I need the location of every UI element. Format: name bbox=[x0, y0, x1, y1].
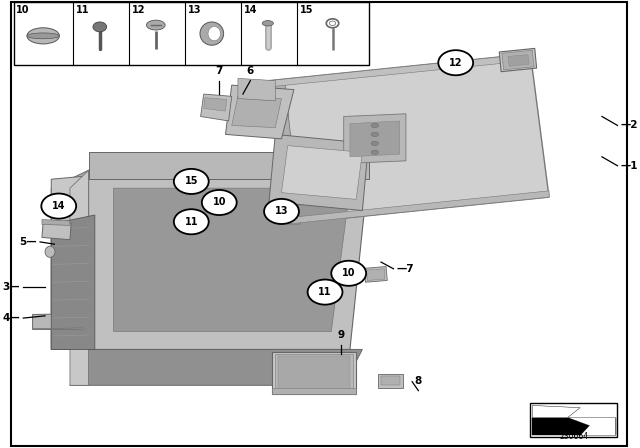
Polygon shape bbox=[532, 405, 580, 418]
Polygon shape bbox=[238, 78, 275, 101]
Ellipse shape bbox=[93, 22, 107, 32]
Polygon shape bbox=[381, 376, 400, 385]
Text: 230664: 230664 bbox=[559, 432, 589, 441]
Polygon shape bbox=[367, 269, 385, 280]
Text: 13: 13 bbox=[275, 207, 288, 216]
Polygon shape bbox=[269, 54, 531, 87]
Ellipse shape bbox=[147, 20, 165, 30]
Text: —1: —1 bbox=[621, 161, 638, 171]
Polygon shape bbox=[272, 388, 356, 394]
Polygon shape bbox=[344, 114, 406, 164]
Circle shape bbox=[202, 190, 237, 215]
Polygon shape bbox=[282, 146, 362, 199]
Polygon shape bbox=[278, 356, 350, 390]
Text: 11: 11 bbox=[318, 287, 332, 297]
Polygon shape bbox=[113, 188, 350, 332]
Circle shape bbox=[174, 209, 209, 234]
Polygon shape bbox=[502, 50, 534, 70]
Text: 12: 12 bbox=[449, 58, 463, 68]
Text: 12: 12 bbox=[132, 5, 145, 15]
Polygon shape bbox=[42, 220, 70, 225]
Polygon shape bbox=[269, 134, 369, 211]
Text: 10: 10 bbox=[342, 268, 355, 278]
Ellipse shape bbox=[371, 150, 378, 155]
Ellipse shape bbox=[45, 246, 55, 257]
Polygon shape bbox=[532, 418, 616, 435]
Text: 14: 14 bbox=[52, 201, 65, 211]
Text: 15: 15 bbox=[300, 5, 313, 15]
Text: 11: 11 bbox=[184, 217, 198, 227]
Ellipse shape bbox=[200, 22, 223, 45]
Polygon shape bbox=[568, 418, 616, 435]
Text: 7: 7 bbox=[216, 66, 223, 76]
Bar bbox=[14, 2, 369, 65]
Text: 6: 6 bbox=[247, 66, 254, 76]
Polygon shape bbox=[275, 354, 353, 392]
Circle shape bbox=[42, 194, 76, 219]
Polygon shape bbox=[378, 374, 403, 388]
Text: 15: 15 bbox=[184, 177, 198, 186]
Polygon shape bbox=[364, 267, 387, 282]
Ellipse shape bbox=[27, 28, 60, 44]
Text: 10: 10 bbox=[212, 198, 226, 207]
Ellipse shape bbox=[27, 33, 60, 39]
Text: 9: 9 bbox=[337, 331, 344, 340]
Ellipse shape bbox=[326, 19, 339, 28]
Polygon shape bbox=[508, 55, 529, 66]
Text: 11: 11 bbox=[76, 5, 89, 15]
Polygon shape bbox=[88, 152, 369, 179]
Text: 3—: 3— bbox=[3, 282, 20, 292]
Circle shape bbox=[332, 261, 366, 286]
Polygon shape bbox=[288, 191, 549, 224]
Polygon shape bbox=[204, 98, 227, 111]
Polygon shape bbox=[51, 215, 95, 349]
Polygon shape bbox=[499, 48, 536, 72]
Text: 8: 8 bbox=[415, 376, 422, 386]
Circle shape bbox=[438, 50, 473, 75]
Polygon shape bbox=[232, 96, 282, 128]
Text: 10: 10 bbox=[17, 5, 30, 15]
Polygon shape bbox=[51, 170, 88, 349]
Polygon shape bbox=[70, 170, 88, 385]
Polygon shape bbox=[51, 170, 151, 349]
Ellipse shape bbox=[371, 141, 378, 146]
Polygon shape bbox=[48, 249, 71, 254]
Text: 14: 14 bbox=[244, 5, 257, 15]
Circle shape bbox=[308, 280, 342, 305]
Polygon shape bbox=[33, 328, 83, 329]
Ellipse shape bbox=[371, 123, 378, 128]
Ellipse shape bbox=[262, 21, 273, 26]
Polygon shape bbox=[200, 94, 232, 121]
Polygon shape bbox=[350, 121, 400, 157]
Bar bbox=[531, 403, 618, 437]
Text: 4—: 4— bbox=[3, 313, 20, 323]
Polygon shape bbox=[272, 352, 356, 394]
Polygon shape bbox=[225, 85, 294, 139]
Text: 5—: 5— bbox=[19, 237, 37, 247]
Text: 13: 13 bbox=[188, 5, 201, 15]
Circle shape bbox=[174, 169, 209, 194]
Text: —2: —2 bbox=[621, 121, 638, 130]
Polygon shape bbox=[269, 81, 300, 224]
Polygon shape bbox=[70, 349, 362, 385]
Ellipse shape bbox=[208, 26, 221, 41]
Ellipse shape bbox=[371, 132, 378, 137]
Polygon shape bbox=[269, 54, 549, 224]
Polygon shape bbox=[42, 222, 71, 240]
Ellipse shape bbox=[330, 21, 335, 26]
Polygon shape bbox=[33, 314, 83, 329]
Polygon shape bbox=[88, 170, 369, 349]
Text: —7: —7 bbox=[397, 264, 414, 274]
Circle shape bbox=[264, 199, 299, 224]
